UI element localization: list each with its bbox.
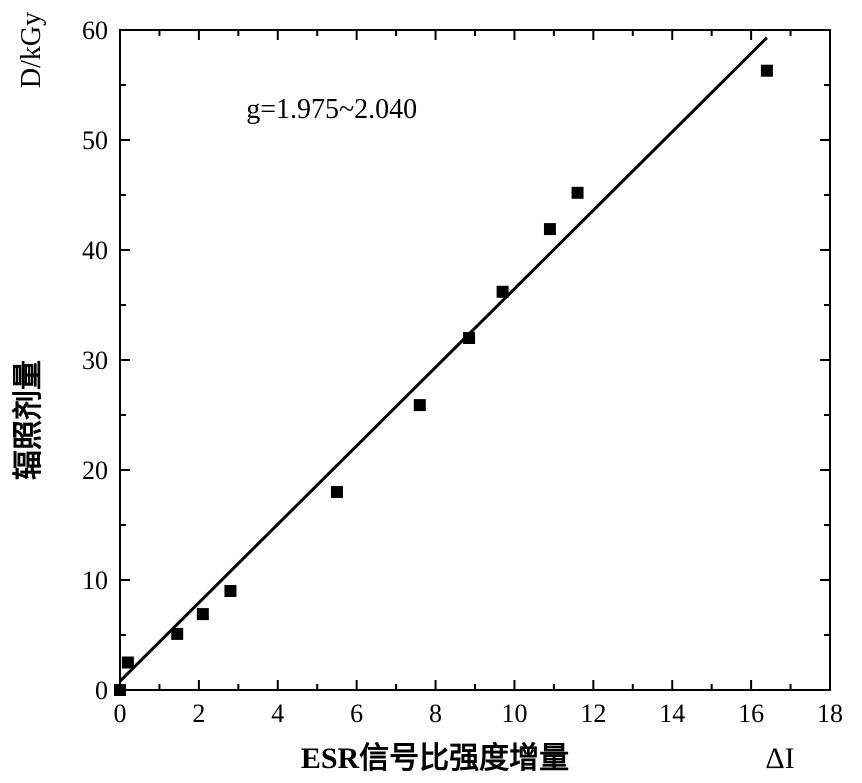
data-point	[197, 608, 209, 620]
x-tick-label: 8	[429, 699, 442, 728]
x-tick-label: 18	[817, 699, 843, 728]
data-point	[224, 585, 236, 597]
y-tick-label: 20	[82, 456, 108, 485]
data-point	[114, 684, 126, 696]
scatter-chart: 0 2 4 6 8 10 12 14 16 18 0 10 20 30 40 50 60 g=1.975~2.04…	[0, 0, 862, 783]
x-tick-label: 12	[580, 699, 606, 728]
y-tick-label: 0	[95, 676, 108, 705]
data-point	[761, 65, 773, 77]
y-tick-label: 40	[82, 236, 108, 265]
chart-container: 0 2 4 6 8 10 12 14 16 18 0 10 20 30 40 50 60 g=1.975~2.04…	[0, 0, 862, 783]
y-axis-unit: D/kGy	[16, 12, 47, 88]
data-point	[497, 286, 509, 298]
y-tick-label: 50	[82, 126, 108, 155]
x-tick-label: 6	[350, 699, 363, 728]
regression-line	[120, 38, 767, 682]
x-tick-label: 16	[738, 699, 764, 728]
data-point	[544, 223, 556, 235]
y-axis-label: 辐照剂量	[12, 360, 45, 480]
g-annotation: g=1.975~2.040	[246, 94, 417, 125]
data-point	[414, 399, 426, 411]
x-tick-label: 0	[114, 699, 127, 728]
x-tick-label: 4	[271, 699, 284, 728]
x-tick-label: 10	[501, 699, 527, 728]
x-axis-symbol: ΔI	[765, 742, 794, 775]
y-tick-label: 30	[82, 346, 108, 375]
x-tick-label: 2	[192, 699, 205, 728]
x-axis-label: ESR信号比强度增量	[301, 742, 569, 775]
y-tick-label: 10	[82, 566, 108, 595]
data-point	[572, 187, 584, 199]
x-tick-label: 14	[659, 699, 685, 728]
y-tick-label: 60	[82, 16, 108, 45]
data-point	[122, 657, 134, 669]
data-point	[331, 486, 343, 498]
data-point	[463, 332, 475, 344]
data-point	[171, 628, 183, 640]
